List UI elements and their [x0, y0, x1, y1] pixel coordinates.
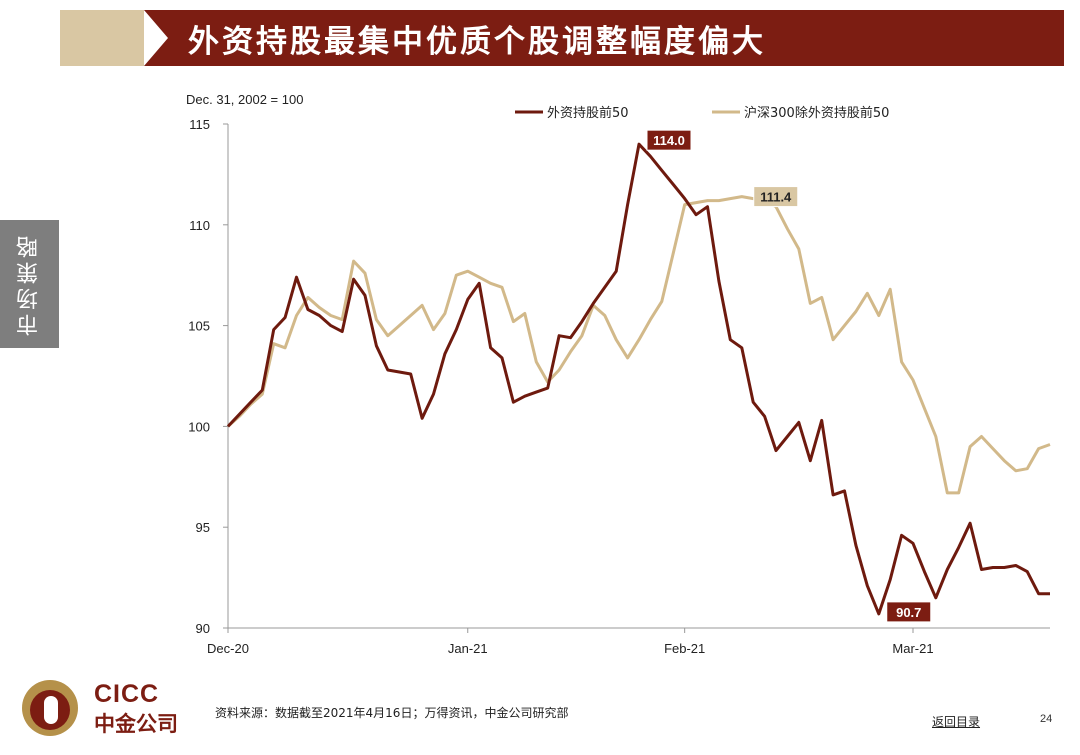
data-label: 114.0 [646, 129, 692, 151]
data-label-text: 114.0 [653, 133, 685, 148]
y-tick-label: 110 [189, 218, 210, 233]
x-tick-label: Jan-21 [448, 641, 488, 656]
x-tick-label: Feb-21 [664, 641, 705, 656]
x-tick-label: Mar-21 [892, 641, 933, 656]
page-title: 外资持股最集中优质个股调整幅度偏大 [188, 24, 766, 60]
y-tick-label: 115 [189, 117, 210, 132]
y-tick-label: 95 [196, 520, 210, 535]
logo-mark [22, 680, 78, 736]
data-label: 90.7 [886, 601, 932, 623]
back-to-contents-link[interactable]: 返回目录 [932, 715, 981, 729]
title-accent-block [60, 10, 144, 66]
chart-legend: 外资持股前50 沪深300除外资持股前50 [515, 105, 889, 121]
legend-item: 沪深300除外资持股前50 [712, 105, 889, 121]
series-line-foreign-top50 [226, 142, 1050, 616]
y-tick-label: 105 [188, 319, 210, 334]
y-tick-label: 100 [188, 419, 210, 434]
side-section-tab[interactable]: 市场策略 [0, 220, 59, 348]
title-bar: 外资持股最集中优质个股调整幅度偏大 [60, 10, 1064, 66]
page-number: 24 [1040, 713, 1053, 725]
title-banner [144, 10, 1064, 66]
legend-item: 外资持股前50 [515, 105, 629, 121]
chart-subtitle: Dec. 31, 2002 = 100 [186, 92, 303, 107]
legend-label: 外资持股前50 [547, 105, 629, 121]
logo-text-en: CICC [94, 680, 160, 708]
chart-series [226, 142, 1051, 616]
data-label-text: 90.7 [896, 605, 921, 620]
y-tick-label: 90 [196, 621, 210, 636]
company-logo: CICC 中金公司 [22, 678, 192, 736]
data-label: 111.4 [753, 186, 799, 208]
logo-text-cn: 中金公司 [94, 712, 178, 736]
legend-label: 沪深300除外资持股前50 [744, 105, 889, 121]
source-note: 资料来源：数据截至2021年4月16日；万得资讯，中金公司研究部 [215, 706, 569, 720]
x-tick-label: Dec-20 [207, 641, 249, 656]
chart-axes: 90 95 100 105 110 115 Dec-20 Jan-21 Feb-21 Mar-21 [188, 117, 1050, 656]
data-label-text: 111.4 [760, 190, 792, 205]
series-line-csi300-ex-top50 [227, 195, 1051, 495]
